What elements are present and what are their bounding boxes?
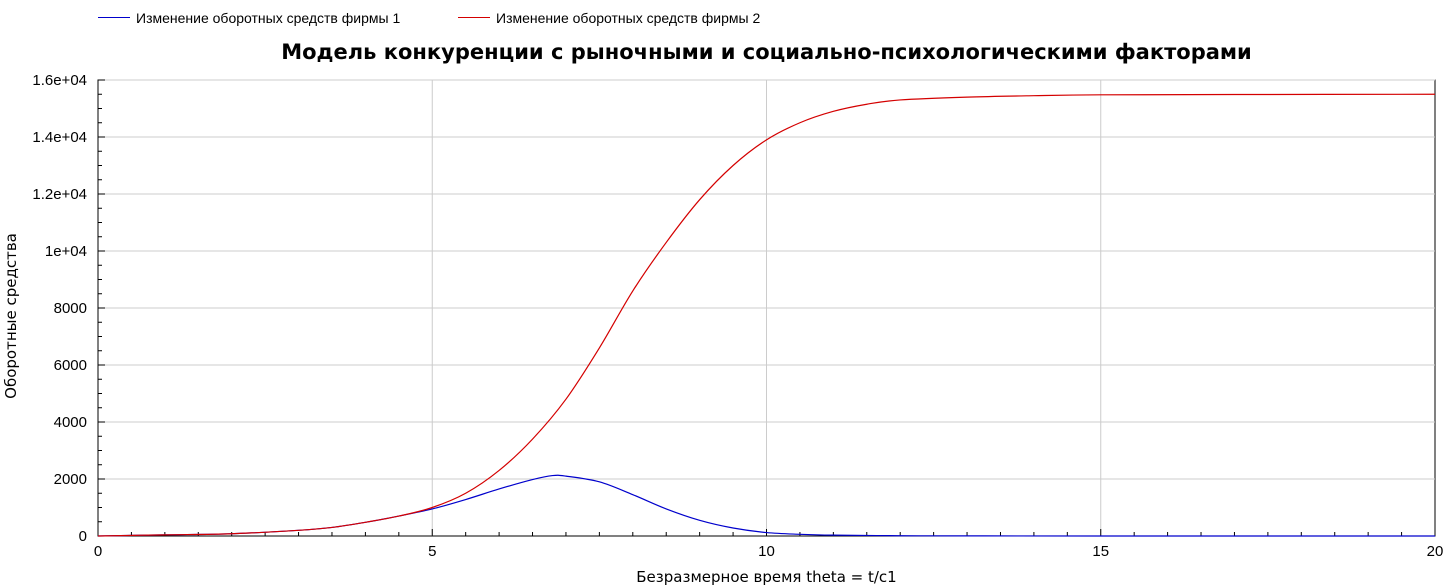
y-tick-label: 0 (79, 528, 87, 545)
chart-title: Модель конкуренции с рыночными и социаль… (281, 40, 1252, 64)
y-tick-label: 1.6e+04 (32, 72, 87, 89)
y-tick-label: 2000 (54, 471, 87, 488)
legend-item-firm-1[interactable]: Изменение оборотных средств фирмы 1 (98, 9, 458, 27)
axes: 0 5 10 15 20 0 2000 4000 6000 8000 1e+04 1.2e+04 1.4… (32, 72, 1443, 560)
x-axis-label: Безразмерное время theta = t/c1 (636, 568, 896, 586)
y-tick-label: 6000 (54, 357, 87, 374)
grid (97, 79, 1436, 537)
x-tick-label: 20 (1427, 543, 1444, 560)
legend-swatch-firm-1 (98, 17, 130, 18)
legend-label-firm-2: Изменение оборотных средств фирмы 2 (496, 10, 761, 26)
y-axis-label: Оборотные средства (2, 233, 20, 399)
y-tick-label: 1.2e+04 (32, 186, 87, 203)
legend-label-firm-1: Изменение оборотных средств фирмы 1 (136, 10, 401, 26)
x-tick-label: 5 (428, 543, 436, 560)
legend: Изменение оборотных средств фирмы 1 Изме… (0, 0, 1445, 34)
y-tick-label: 8000 (54, 300, 87, 317)
x-tick-label: 15 (1092, 543, 1109, 560)
series-line-firm-2 (97, 93, 1436, 537)
y-tick-label: 1.4e+04 (32, 129, 87, 146)
legend-item-firm-2[interactable]: Изменение оборотных средств фирмы 2 (458, 9, 838, 27)
y-tick-label: 4000 (54, 414, 87, 431)
x-tick-label: 0 (94, 543, 102, 560)
series-group (97, 93, 1436, 537)
x-tick-label: 10 (758, 543, 775, 560)
y-tick-label: 1e+04 (45, 243, 87, 260)
legend-swatch-firm-2 (458, 17, 490, 18)
